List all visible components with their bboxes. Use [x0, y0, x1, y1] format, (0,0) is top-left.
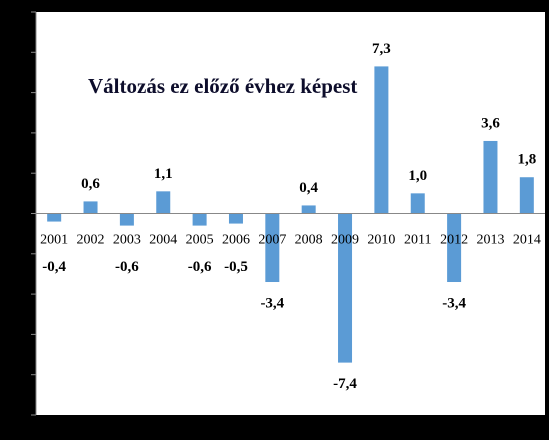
- x-tick-label: 2006: [222, 233, 250, 248]
- bar: [301, 205, 316, 214]
- x-tick-label: 2008: [295, 233, 323, 248]
- bar: [374, 66, 389, 214]
- bar: [483, 140, 498, 214]
- bar: [338, 213, 353, 363]
- bar: [228, 213, 243, 224]
- bar: [265, 213, 280, 283]
- value-label: 0,6: [81, 176, 100, 192]
- value-label: 1,1: [154, 166, 173, 182]
- x-tick-label: 2002: [77, 233, 105, 248]
- value-label: -0,6: [188, 259, 212, 275]
- x-tick-label: 2007: [258, 233, 286, 248]
- value-label: 7,3: [372, 41, 391, 57]
- x-tick-label: 2012: [440, 233, 468, 248]
- bar: [447, 213, 462, 283]
- x-tick-label: 2004: [149, 233, 177, 248]
- value-label: 0,4: [299, 180, 318, 196]
- x-tick-label: 2001: [40, 233, 68, 248]
- bar: [47, 213, 62, 222]
- x-tick-label: 2013: [476, 233, 504, 248]
- value-label: -0,5: [224, 259, 248, 275]
- chart-title: Változás ez előző évhez képest: [88, 74, 357, 98]
- bar: [410, 193, 425, 214]
- x-tick-label: 2010: [367, 233, 395, 248]
- bar: [519, 177, 534, 214]
- value-label: -0,6: [115, 259, 139, 275]
- value-label: -0,4: [42, 259, 66, 275]
- value-label: 1,8: [517, 152, 536, 168]
- x-tick-label: 2011: [404, 233, 431, 248]
- value-label: -3,4: [260, 295, 284, 311]
- x-tick-label: 2003: [113, 233, 141, 248]
- bar: [119, 213, 134, 226]
- x-tick-label: 2009: [331, 233, 359, 248]
- value-label: -3,4: [442, 295, 466, 311]
- x-tick-label: 2014: [513, 233, 541, 248]
- bar: [156, 191, 171, 214]
- value-label: 3,6: [481, 115, 500, 131]
- bar: [192, 213, 207, 226]
- bar: [83, 201, 98, 214]
- x-tick-label: 2005: [186, 233, 214, 248]
- value-label: -7,4: [333, 376, 357, 392]
- value-label: 1,0: [408, 168, 427, 184]
